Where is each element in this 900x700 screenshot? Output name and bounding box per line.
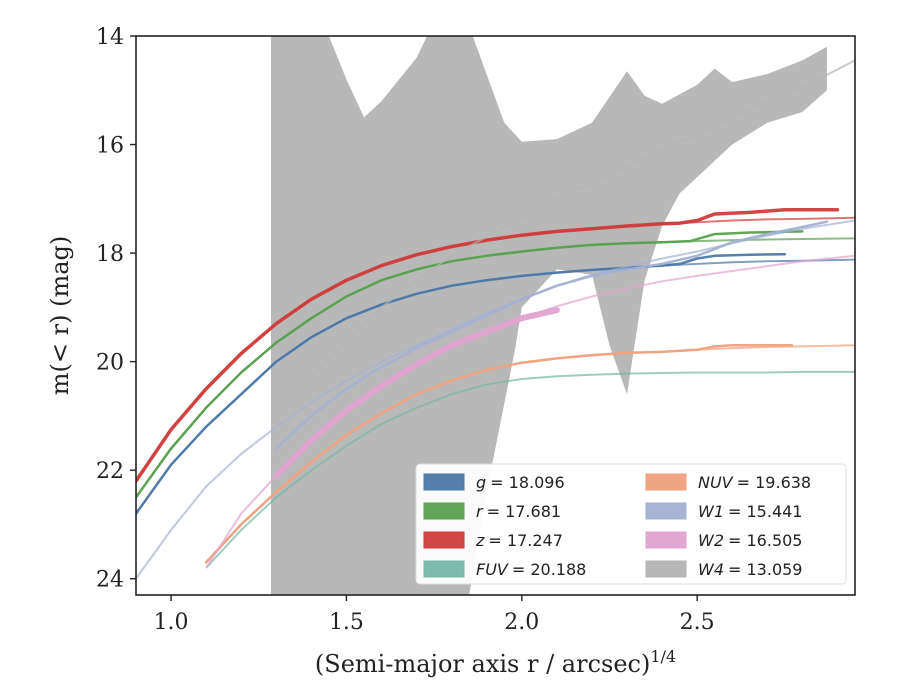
series-line-z-profile xyxy=(136,207,840,483)
y-axis: 14 16 18 20 22 24 xyxy=(96,25,136,593)
legend-item-nuv: NUV = 19.638 xyxy=(645,473,811,492)
x-axis-label-superscript: 1/4 xyxy=(650,647,676,666)
legend-swatch-fuv xyxy=(423,560,465,578)
legend-label-value: = 15.441 xyxy=(728,502,802,521)
series-line-w4 xyxy=(275,59,855,417)
legend-swatch-w2 xyxy=(645,531,687,549)
series-line-w1-profile xyxy=(275,220,829,450)
legend-label-var: W4 xyxy=(698,560,724,579)
legend-swatch-z xyxy=(423,531,465,549)
legend-label-var: NUV xyxy=(698,473,734,492)
legend-label-var: W1 xyxy=(698,502,724,521)
series-line-nuv-profile xyxy=(204,344,794,564)
legend-swatch-w1 xyxy=(645,502,687,520)
legend-swatch-g xyxy=(423,473,465,491)
legend-swatch-r xyxy=(423,502,465,520)
legend-label-fuv: FUV = 20.188 xyxy=(476,560,586,579)
legend-label-w1: W1 = 15.441 xyxy=(698,502,802,521)
w4-uncertainty-band xyxy=(271,36,827,595)
x-axis: 1.0 1.5 2.0 2.5 xyxy=(154,595,715,635)
legend-label-value: = 19.638 xyxy=(737,473,811,492)
legend-box xyxy=(415,463,847,585)
y-tick-label: 22 xyxy=(96,459,124,484)
legend-label-z: z = 17.247 xyxy=(475,531,563,550)
legend-label-value: = 17.681 xyxy=(487,502,561,521)
legend-item-w4: W4 = 13.059 xyxy=(645,560,802,579)
legend-item-w2: W2 = 16.505 xyxy=(645,531,802,550)
legend-item-r: r = 17.681 xyxy=(423,502,561,521)
legend-label-var: FUV xyxy=(476,560,509,579)
legend-label-w4: W4 = 13.059 xyxy=(698,560,802,579)
x-tick-label: 1.5 xyxy=(329,610,364,635)
series-line-fuv xyxy=(205,370,855,569)
legend-label-var: W2 xyxy=(698,531,724,550)
legend-label-value: = 18.096 xyxy=(490,473,564,492)
legend-label-value: = 17.247 xyxy=(488,531,562,550)
legend-item-z: z = 17.247 xyxy=(423,531,563,550)
legend-label-value: = 20.188 xyxy=(512,560,586,579)
legend-label-var: z xyxy=(475,531,485,550)
legend-label-var: g xyxy=(476,473,486,492)
y-tick-label: 16 xyxy=(96,134,124,159)
legend-item-fuv: FUV = 20.188 xyxy=(423,560,586,579)
legend-swatch-w4 xyxy=(645,560,687,578)
series-line-g-profile xyxy=(136,252,787,515)
y-tick-label: 24 xyxy=(96,568,124,593)
y-tick-label: 18 xyxy=(96,242,124,267)
legend-item-w1: W1 = 15.441 xyxy=(645,502,802,521)
series-line-r-profile xyxy=(136,230,804,499)
y-axis-label: m(< r) (mag) xyxy=(46,236,74,395)
legend-swatch-nuv xyxy=(645,473,687,491)
legend-label-value: = 13.059 xyxy=(728,560,802,579)
x-axis-label-text: (Semi-major axis r / arcsec) xyxy=(315,650,650,678)
series-lines-layer xyxy=(136,59,855,580)
legend-label-nuv: NUV = 19.638 xyxy=(698,473,811,492)
y-tick-label: 14 xyxy=(96,25,124,50)
legend-item-g: g = 18.096 xyxy=(423,473,565,492)
legend-label-value: = 16.505 xyxy=(728,531,802,550)
series-line-w2-profile xyxy=(273,307,560,479)
y-tick-label: 20 xyxy=(96,351,124,376)
legend-label-r: r = 17.681 xyxy=(476,502,561,521)
x-axis-label: (Semi-major axis r / arcsec)1/4 xyxy=(315,647,676,678)
legend-label-w2: W2 = 16.505 xyxy=(698,531,802,550)
plot-frame xyxy=(135,35,856,596)
x-tick-label: 2.0 xyxy=(504,610,539,635)
legend-label-var: r xyxy=(476,502,484,521)
legend-label-g: g = 18.096 xyxy=(476,473,565,492)
w4-uncertainty-band-layer xyxy=(271,36,827,595)
x-tick-label: 1.0 xyxy=(154,610,189,635)
x-tick-label: 2.5 xyxy=(680,610,715,635)
